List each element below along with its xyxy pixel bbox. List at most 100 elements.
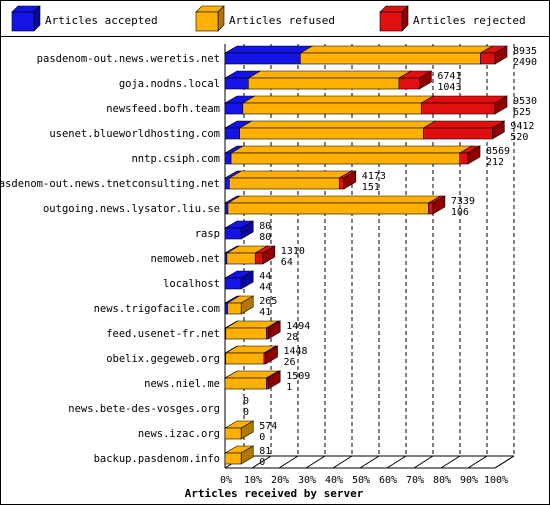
data-label-rejected: 2490: [513, 57, 537, 68]
category-label: nemoweb.net: [150, 253, 220, 265]
category-label: backup.pasdenom.info: [94, 453, 220, 465]
bar-segment: [423, 127, 493, 140]
data-label-total: 574: [259, 421, 277, 432]
bar-segment: [300, 52, 481, 65]
bar-segment: [242, 102, 422, 115]
bar-side: [240, 220, 254, 240]
bar-side: [240, 295, 254, 315]
grid-floor-tick: [278, 455, 299, 469]
bar-segment-top: [226, 195, 442, 204]
data-label-rejected: 625: [513, 107, 531, 118]
x-tick-label: 30%: [298, 475, 316, 486]
grid-floor-tick: [359, 455, 380, 469]
legend-swatch: [11, 11, 35, 32]
category-label: rasp: [195, 228, 220, 240]
data-label-rejected: 44: [259, 282, 271, 293]
bar-segment-top: [223, 45, 314, 54]
bar-side: [494, 95, 508, 115]
bar-segment: [338, 177, 345, 190]
category-label: news.bete-des-vosges.org: [68, 403, 220, 415]
bar-segment: [459, 152, 469, 165]
data-label-total: 44: [259, 271, 271, 282]
data-label-total: 7339: [451, 196, 475, 207]
bar-segment: [230, 152, 461, 165]
data-label-rejected: 0: [259, 432, 265, 443]
bar-segment: [225, 327, 267, 340]
bar-side: [267, 370, 281, 390]
category-label: news.niel.me: [144, 378, 220, 390]
legend-swatch: [195, 11, 219, 32]
data-label-total: 6741: [437, 71, 461, 82]
grid-floor-tick: [440, 455, 461, 469]
bar-side: [467, 145, 481, 165]
bar-segment: [224, 302, 228, 315]
grid-floor-tick: [251, 455, 272, 469]
data-label-rejected: 1: [286, 382, 292, 393]
bar-segment-top: [420, 95, 509, 104]
grid-floor-tick: [386, 455, 407, 469]
bar-segment: [248, 77, 400, 90]
grid-floor-tick: [413, 455, 434, 469]
category-label: goja.nodns.local: [119, 78, 220, 90]
grid-floor-tick: [332, 455, 353, 469]
data-label-rejected: 41: [259, 307, 271, 318]
x-tick-label: 20%: [271, 475, 289, 486]
bar-segment-top: [299, 45, 494, 54]
x-tick-label: 90%: [460, 475, 478, 486]
bar-side: [262, 245, 276, 265]
category-label: news.trigofacile.com: [94, 303, 220, 315]
data-label-total: 1509: [286, 371, 310, 382]
bar-segment-top: [247, 70, 413, 79]
legend-label: Articles accepted: [45, 14, 158, 27]
bar-segment: [225, 352, 265, 365]
category-label: obelix.gegeweb.org: [106, 353, 220, 365]
category-label: localhost: [163, 278, 220, 290]
bar-side: [240, 445, 254, 465]
grid-floor-tick: [305, 455, 326, 469]
bar-side: [491, 120, 505, 140]
bar-side: [267, 320, 281, 340]
bar-segment-top: [228, 170, 353, 179]
bar-side: [240, 270, 254, 290]
data-label-total: 9530: [513, 96, 537, 107]
bar-segment-top: [229, 145, 473, 154]
data-label-total: 1494: [286, 321, 310, 332]
bar-segment: [254, 252, 264, 265]
legend-swatch: [379, 11, 403, 32]
bar-segment: [224, 77, 249, 90]
category-label: news.izac.org: [138, 428, 220, 440]
data-label-total: 81: [259, 446, 271, 457]
x-axis-corner: [494, 455, 515, 469]
data-label-total: 9412: [510, 121, 534, 132]
data-label-total: 8935: [513, 46, 537, 57]
category-label: nntp.csiph.com: [131, 153, 220, 165]
bar-segment: [224, 427, 242, 440]
x-tick-label: 70%: [406, 475, 424, 486]
x-tick-label: 60%: [379, 475, 397, 486]
data-label-total: 80: [259, 221, 271, 232]
bar-segment: [398, 77, 420, 90]
bar-side: [240, 420, 254, 440]
bar-segment: [224, 152, 232, 165]
x-tick-label: 80%: [433, 475, 451, 486]
data-label-total: 1310: [281, 246, 305, 257]
data-label-rejected: 212: [486, 157, 504, 168]
x-tick-label: 50%: [352, 475, 370, 486]
data-label-rejected: 520: [510, 132, 528, 143]
bar-segment-top: [238, 120, 437, 129]
bar-side: [343, 170, 357, 190]
bar-side: [419, 70, 432, 90]
bar-segment: [227, 302, 242, 315]
bar-segment: [227, 202, 429, 215]
bar-side: [494, 45, 508, 65]
bar-segment: [228, 177, 340, 190]
data-label-rejected: 106: [451, 207, 469, 218]
x-tick-label: 100%: [484, 475, 508, 486]
bar-segment: [224, 277, 242, 290]
data-label-rejected: 0: [243, 407, 249, 418]
bar-segment: [224, 452, 242, 465]
category-label: pasdenom-out.news.tnetconsulting.net: [0, 178, 220, 190]
bar-segment: [224, 202, 229, 215]
bar-side: [432, 195, 446, 215]
